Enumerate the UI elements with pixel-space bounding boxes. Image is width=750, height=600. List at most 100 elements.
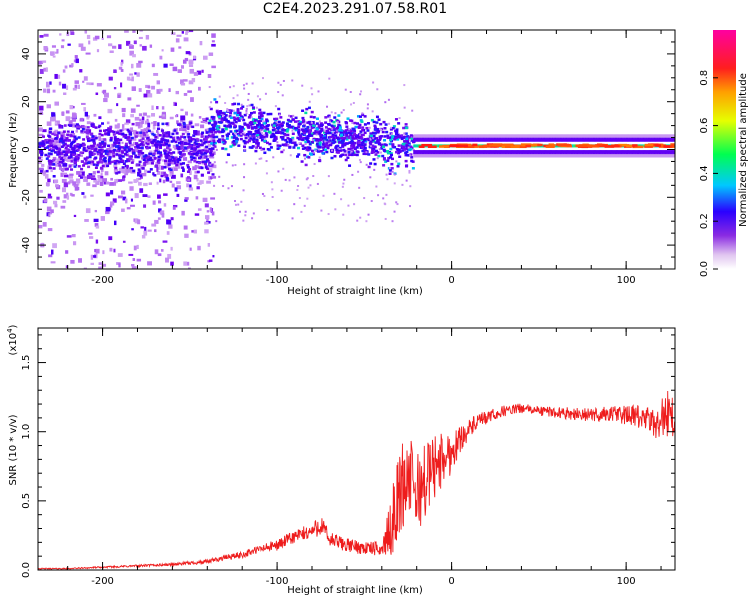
spectrogram-cell — [211, 126, 215, 130]
spectrogram-cell — [659, 150, 662, 155]
spectrogram-cell — [499, 137, 502, 142]
spectrogram-cell — [188, 167, 192, 171]
spectrogram-cell — [282, 167, 285, 170]
spectrogram-cell — [193, 55, 196, 59]
spectrogram-cell — [324, 140, 327, 143]
spectrogram-cell — [139, 121, 143, 125]
spectrogram-cell — [586, 137, 589, 142]
spectrogram-cell — [401, 183, 404, 186]
spectrogram-cell — [569, 150, 572, 155]
spectrogram-cell — [71, 234, 76, 238]
spectrogram-cell — [114, 179, 118, 184]
spectrogram-cell — [171, 156, 175, 159]
spectrogram-cell — [117, 94, 121, 99]
spectrogram-cell — [374, 153, 378, 156]
spectrogram-cell — [387, 98, 390, 101]
spectrogram-cell — [587, 150, 590, 155]
spectrogram-cell — [49, 127, 53, 130]
spectrogram-cell — [151, 85, 155, 90]
spectrogram-cell — [459, 150, 462, 155]
spectrogram-cell — [314, 149, 317, 152]
spectrogram-cell — [157, 253, 162, 257]
spectrogram-cell — [413, 153, 416, 158]
spectrogram-cell — [447, 150, 450, 155]
spectrogram-cell — [310, 121, 313, 124]
spectrogram-cell — [101, 164, 105, 168]
spectrogram-cell — [406, 135, 410, 138]
spectrogram-cell — [156, 181, 159, 185]
spectrogram-cell — [84, 111, 89, 117]
spectrogram-cell — [663, 150, 666, 155]
spectrogram-cell — [171, 136, 175, 140]
spectrogram-cell — [463, 134, 466, 139]
spectrogram-cell — [371, 149, 375, 152]
spectrogram-cell — [374, 141, 378, 144]
spectrogram-cell — [187, 176, 191, 182]
spectrogram-cell — [385, 193, 388, 196]
spectrogram-cell — [410, 159, 414, 163]
spectrogram-cell — [84, 30, 88, 34]
spectrogram-cell — [592, 153, 595, 158]
spectrogram-cell — [403, 141, 407, 144]
spectrogram-cell — [595, 137, 598, 142]
spectrogram-cell — [277, 91, 280, 94]
spectrogram-cell — [459, 153, 462, 158]
spectrogram-cell — [177, 141, 181, 145]
spectrogram-cell — [86, 126, 90, 129]
spectrogram-cell — [630, 134, 633, 139]
spectrogram-cell — [459, 134, 462, 139]
spectrogram-cell — [255, 131, 259, 135]
spectrogram-cell — [80, 160, 84, 163]
spectrogram-cell — [86, 115, 90, 118]
spectrogram-cell — [255, 140, 259, 143]
spectrogram-cell — [396, 133, 400, 137]
spectrogram-cell — [375, 185, 378, 188]
spectrogram-cell — [669, 134, 672, 139]
spectrogram-cell — [237, 119, 241, 122]
spectrogram-cell — [672, 137, 675, 142]
spectrogram-cell — [181, 31, 184, 34]
spectrogram-cell — [116, 178, 119, 182]
spectrogram-cell — [59, 125, 63, 129]
spectrogram-cell — [315, 133, 318, 136]
spectrogram-cell — [103, 129, 107, 132]
spectrogram-cell — [148, 182, 152, 185]
spectrogram-cell — [404, 123, 408, 126]
spectrogram-cell — [73, 214, 77, 218]
spectrogram-cell — [259, 129, 262, 132]
spectrogram-cell — [507, 153, 510, 158]
spectrogram-cell — [122, 240, 126, 243]
spectrogram-cell — [373, 168, 376, 171]
spectrogram-cell — [248, 133, 252, 136]
spectrogram-cell — [138, 36, 143, 40]
spectrogram-cell — [82, 146, 86, 150]
spectrogram-cell — [520, 137, 523, 142]
spectrogram-cell — [499, 153, 502, 158]
spectrogram-cell — [552, 134, 555, 139]
spectrogram-cell — [315, 131, 319, 135]
spectrogram-cell — [448, 153, 451, 158]
spectrogram-cell — [425, 137, 428, 142]
spectrogram-cell — [659, 137, 662, 142]
spectrogram-cell — [80, 117, 83, 122]
spectrogram-cell — [575, 153, 578, 158]
spectrogram-cell — [180, 65, 185, 69]
spectrogram-cell — [300, 160, 304, 163]
spectrogram-cell — [73, 144, 77, 148]
spectrogram-cell — [397, 162, 401, 166]
spectrogram-cell — [201, 149, 205, 152]
spectrogram-cell — [166, 153, 170, 156]
spectrogram-cell — [125, 198, 128, 204]
spectrogram-cell — [223, 116, 227, 119]
spectrogram-cell — [633, 134, 636, 139]
spectrogram-cell — [587, 153, 590, 158]
spectrogram-cell — [223, 118, 227, 121]
spectrogram-cell — [162, 133, 167, 138]
spectrogram-cell — [608, 134, 611, 139]
spectrogram-cell — [557, 134, 560, 139]
spectrogram-cell — [68, 120, 73, 125]
spectrogram-cell — [337, 150, 341, 153]
spectrogram-cell — [69, 64, 73, 68]
spectrogram-cell — [189, 68, 195, 74]
spectrogram-cell — [157, 158, 161, 162]
